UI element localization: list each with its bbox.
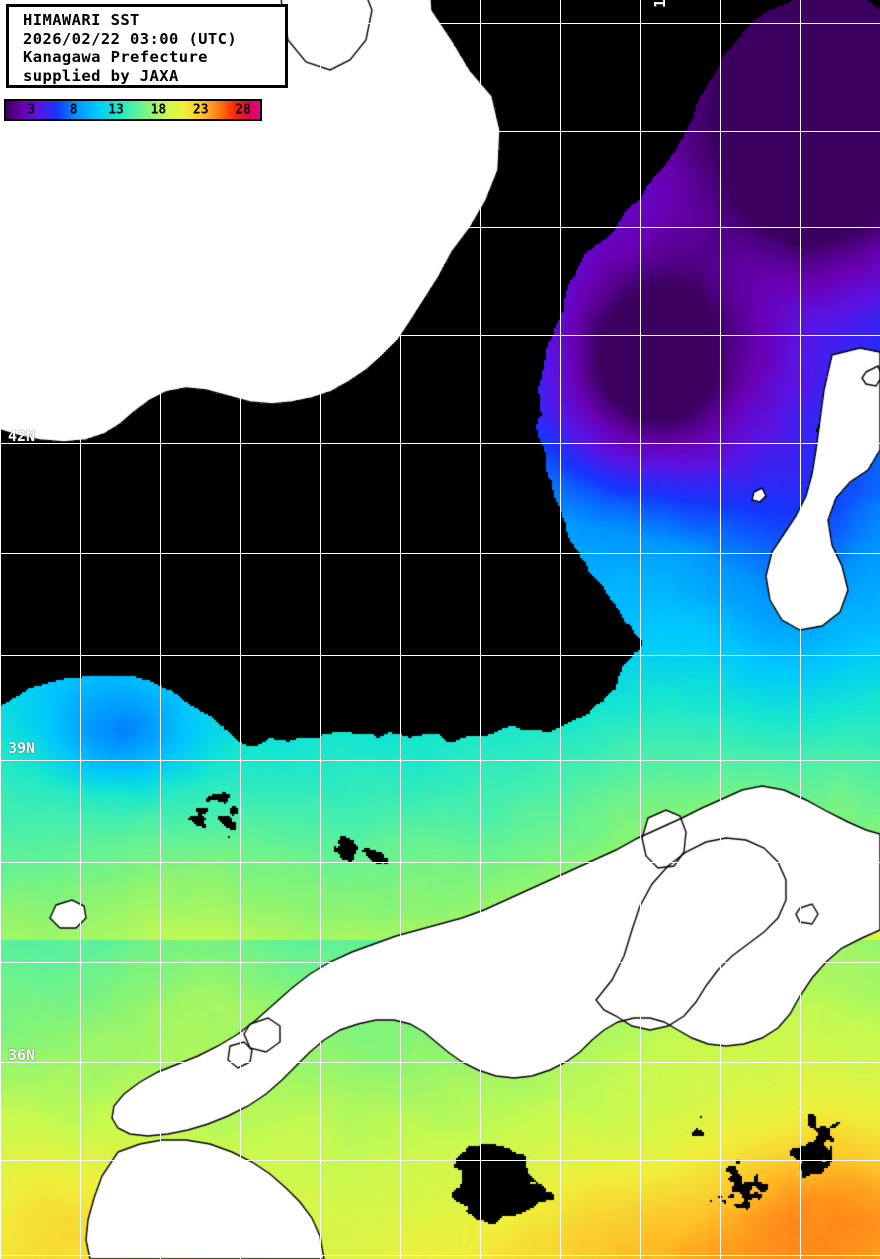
product-datetime: 2026/02/22 03:00 (UTC) — [23, 29, 238, 48]
product-source: supplied by JAXA — [23, 66, 179, 85]
colorbar-tick-3: 3 — [27, 102, 36, 118]
product-title: HIMAWARI SST — [23, 11, 140, 29]
product-region: Kanagawa Prefecture — [23, 48, 208, 67]
sst-colorbar: 3 8 13 18 23 28 — [4, 99, 262, 121]
colorbar-tick-8: 8 — [69, 102, 78, 118]
colorbar-tick-13: 13 — [108, 102, 124, 118]
colorbar-gradient — [6, 101, 260, 119]
colorbar-tick-28: 28 — [235, 102, 251, 118]
colorbar-tick-labels: 3 8 13 18 23 28 — [6, 101, 260, 119]
colorbar-tick-18: 18 — [150, 102, 167, 118]
colorbar-tick-23: 23 — [192, 102, 209, 118]
info-panel: HIMAWARI SST 2026/02/22 03:00 (UTC) Kana… — [6, 4, 288, 88]
